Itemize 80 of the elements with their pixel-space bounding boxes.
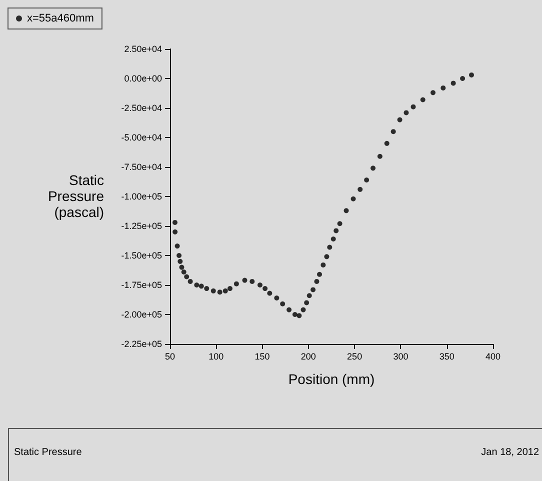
point — [310, 287, 316, 292]
point — [174, 244, 180, 249]
point — [330, 236, 336, 242]
point — [410, 104, 416, 110]
point — [306, 293, 312, 298]
point — [314, 278, 320, 284]
point — [404, 110, 409, 116]
text: Static Pressure — [14, 447, 82, 458]
point — [198, 284, 204, 289]
point — [469, 72, 474, 78]
point — [257, 282, 262, 288]
point — [327, 244, 332, 250]
point — [250, 278, 255, 284]
point — [286, 307, 292, 312]
y-tick-label: -2.25e+05 — [121, 339, 162, 349]
x-tick-label: 200 — [300, 352, 316, 362]
y-tick-label: -1.00e+05 — [121, 192, 162, 202]
y-axis-title: Static Pressure (pascal) — [48, 172, 104, 220]
point — [274, 295, 280, 300]
point — [337, 221, 342, 226]
point — [179, 264, 184, 270]
x-tick-label: 300 — [393, 352, 408, 362]
point — [420, 97, 426, 102]
point — [450, 80, 456, 86]
y-tick-label: 2.50e+04 — [124, 44, 162, 54]
y-tick-label: -2.50e+04 — [121, 103, 162, 113]
point — [460, 76, 466, 81]
point — [317, 272, 322, 277]
y-tick-label: -5.00e+04 — [121, 132, 162, 142]
point — [262, 286, 268, 292]
point — [204, 286, 210, 292]
point — [280, 301, 286, 306]
point — [172, 229, 178, 234]
point — [292, 312, 298, 317]
point — [397, 117, 402, 122]
y-tick-label: -1.25e+05 — [121, 221, 162, 231]
point — [234, 281, 239, 286]
point — [217, 290, 222, 295]
point — [320, 262, 326, 268]
point — [390, 129, 396, 134]
point — [334, 228, 339, 234]
point — [358, 186, 363, 192]
point — [430, 90, 436, 96]
point — [370, 166, 376, 171]
point — [296, 313, 302, 318]
point — [364, 177, 370, 182]
y-tick-label: -2.00e+05 — [121, 310, 162, 320]
point — [176, 253, 182, 258]
x-tick-label: 400 — [485, 352, 501, 362]
point — [194, 282, 200, 288]
x-tick-label: 350 — [439, 352, 454, 362]
point — [227, 286, 232, 292]
x-tick-label: 250 — [347, 352, 362, 362]
x-tick-label: 100 — [208, 352, 224, 362]
point — [324, 254, 330, 260]
x-tick-label: 150 — [254, 352, 270, 362]
x-axis-title: Position (mm) — [288, 371, 375, 387]
point — [304, 300, 310, 306]
point — [267, 290, 272, 296]
point — [172, 220, 178, 225]
point — [344, 208, 349, 214]
point — [188, 278, 193, 284]
x-tick-label: 50 — [164, 352, 176, 362]
point — [377, 154, 382, 159]
text: Jan 18, 2012 — [481, 447, 539, 458]
point — [350, 196, 356, 202]
point — [210, 288, 216, 294]
y-tick-label: -7.50e+04 — [121, 162, 162, 172]
point — [384, 140, 390, 146]
y-tick-label: -1.50e+05 — [121, 250, 162, 260]
point — [300, 307, 306, 312]
point — [184, 274, 190, 280]
point — [440, 85, 446, 90]
legend-label: x=55a460mm — [27, 12, 94, 24]
y-tick-label: 0.00e+00 — [124, 74, 162, 84]
point — [242, 278, 248, 283]
point — [222, 288, 228, 294]
y-tick-label: -1.75e+05 — [121, 280, 162, 290]
point — [181, 270, 186, 275]
point — [178, 258, 183, 264]
